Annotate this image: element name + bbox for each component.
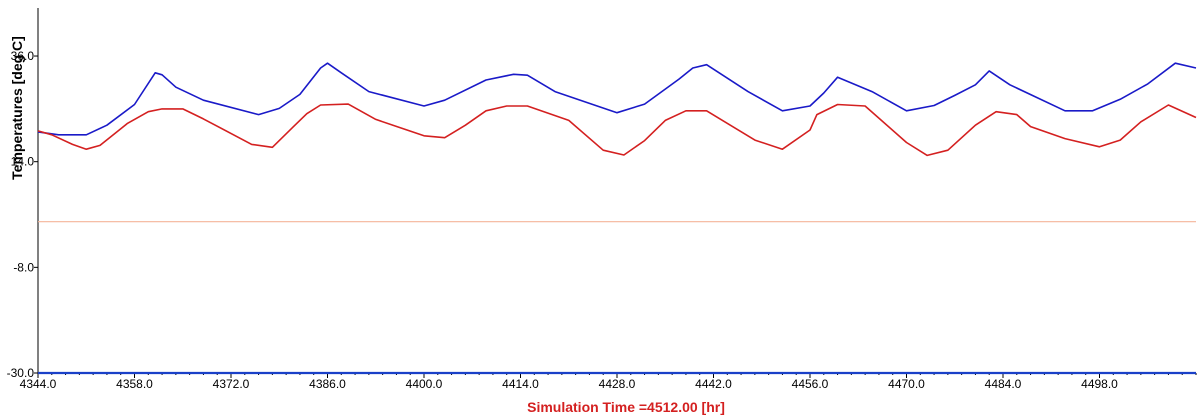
x-tick-label: 4442.0	[695, 377, 732, 391]
y-axis-title: Temperatures [deg C]	[9, 36, 25, 180]
x-tick-label: 4372.0	[213, 377, 250, 391]
x-tick-label: 4386.0	[309, 377, 346, 391]
x-tick-label: 4400.0	[406, 377, 443, 391]
x-tick-label: 4358.0	[116, 377, 153, 391]
x-tick-label: 4498.0	[1081, 377, 1118, 391]
y-tick-label: -8.0	[13, 260, 34, 274]
x-tick-label: 4414.0	[502, 377, 539, 391]
y-ticks: -30.0 -8.0 14.0 36.0	[7, 49, 38, 380]
x-tick-label: 4470.0	[888, 377, 925, 391]
x-tick-label: 4344.0	[20, 377, 57, 391]
series-line-1	[37, 62, 1197, 136]
series-line-2	[37, 103, 1197, 157]
series-group	[37, 62, 1197, 375]
x-ticks: 4344.0 4358.0 4372.0 4386.0 4400.0 4414.0 4428…	[20, 373, 1197, 391]
x-axis-title: Simulation Time =4512.00 [hr]	[527, 399, 725, 415]
x-tick-label: 4428.0	[599, 377, 636, 391]
y-tick-label: 14.0	[11, 155, 35, 169]
x-tick-label: 4456.0	[792, 377, 829, 391]
y-tick-label: 36.0	[11, 49, 35, 63]
x-tick-label: 4484.0	[985, 377, 1022, 391]
y-tick-label: -30.0	[7, 366, 35, 380]
